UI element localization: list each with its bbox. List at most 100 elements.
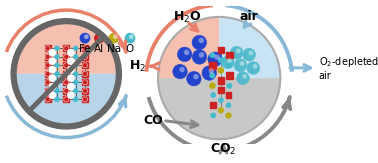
Wedge shape: [219, 17, 280, 78]
Circle shape: [73, 88, 78, 93]
Circle shape: [226, 103, 231, 108]
Circle shape: [211, 113, 216, 118]
Circle shape: [199, 52, 204, 58]
Circle shape: [46, 89, 49, 92]
Polygon shape: [45, 88, 51, 94]
Circle shape: [227, 63, 232, 68]
Circle shape: [82, 97, 87, 102]
Circle shape: [130, 35, 133, 38]
Circle shape: [68, 75, 74, 81]
Circle shape: [64, 54, 69, 59]
Circle shape: [82, 46, 87, 51]
Circle shape: [45, 46, 50, 51]
Circle shape: [46, 98, 49, 101]
Polygon shape: [82, 54, 88, 60]
Wedge shape: [158, 17, 219, 78]
Circle shape: [68, 92, 74, 98]
Polygon shape: [209, 62, 215, 69]
Circle shape: [65, 89, 68, 92]
Circle shape: [125, 33, 135, 43]
Circle shape: [49, 83, 56, 90]
Circle shape: [54, 54, 59, 59]
Circle shape: [68, 83, 74, 90]
Polygon shape: [82, 62, 88, 68]
Circle shape: [46, 81, 49, 84]
Circle shape: [247, 62, 260, 74]
Polygon shape: [63, 88, 69, 94]
Text: Fe: Fe: [79, 44, 91, 54]
Polygon shape: [45, 79, 51, 85]
Circle shape: [243, 48, 256, 61]
Polygon shape: [82, 79, 88, 85]
Text: H$_2$O: H$_2$O: [173, 10, 201, 25]
Circle shape: [64, 71, 69, 76]
Polygon shape: [210, 102, 216, 108]
Polygon shape: [45, 62, 51, 68]
Circle shape: [46, 55, 49, 58]
Text: O: O: [126, 44, 134, 54]
Circle shape: [73, 80, 78, 85]
Text: CO$_2$: CO$_2$: [210, 142, 237, 157]
Text: O$_2$-depleted
air: O$_2$-depleted air: [319, 55, 378, 81]
Circle shape: [54, 63, 59, 68]
Circle shape: [214, 54, 220, 60]
Circle shape: [45, 97, 50, 102]
Circle shape: [236, 48, 241, 53]
Text: CO: CO: [143, 114, 163, 127]
Circle shape: [49, 75, 56, 81]
Circle shape: [73, 97, 78, 102]
Circle shape: [84, 72, 87, 75]
Circle shape: [179, 67, 185, 72]
Wedge shape: [158, 78, 280, 139]
Circle shape: [54, 88, 59, 93]
Circle shape: [209, 83, 215, 89]
Circle shape: [253, 64, 257, 69]
Circle shape: [73, 71, 78, 76]
Circle shape: [237, 72, 249, 85]
Circle shape: [65, 81, 68, 84]
Circle shape: [187, 71, 201, 86]
Circle shape: [192, 50, 207, 64]
Polygon shape: [226, 72, 232, 79]
Circle shape: [82, 54, 87, 59]
Polygon shape: [218, 47, 224, 53]
Polygon shape: [45, 54, 51, 60]
Circle shape: [84, 55, 87, 58]
Polygon shape: [63, 96, 69, 102]
Circle shape: [45, 71, 50, 76]
Circle shape: [177, 47, 192, 62]
Circle shape: [109, 33, 119, 43]
Circle shape: [210, 52, 215, 58]
Wedge shape: [14, 74, 119, 126]
Circle shape: [82, 71, 87, 76]
Circle shape: [54, 80, 59, 85]
Circle shape: [84, 98, 87, 101]
Circle shape: [45, 63, 50, 68]
Circle shape: [64, 46, 69, 51]
Circle shape: [64, 89, 69, 93]
Circle shape: [73, 63, 78, 68]
Circle shape: [218, 67, 224, 73]
Polygon shape: [226, 52, 232, 58]
Circle shape: [84, 64, 87, 67]
Circle shape: [65, 47, 68, 50]
Circle shape: [84, 81, 87, 84]
Circle shape: [46, 64, 49, 67]
Circle shape: [64, 80, 69, 85]
Circle shape: [68, 49, 74, 56]
Circle shape: [227, 83, 232, 89]
Circle shape: [210, 73, 215, 78]
Circle shape: [85, 35, 88, 38]
Circle shape: [65, 98, 68, 101]
Circle shape: [49, 49, 56, 56]
Circle shape: [49, 58, 56, 64]
Circle shape: [226, 113, 231, 118]
Text: H$_2$: H$_2$: [129, 59, 146, 74]
Text: Na: Na: [107, 44, 121, 54]
Circle shape: [99, 35, 102, 38]
Circle shape: [234, 59, 247, 72]
Circle shape: [242, 74, 247, 79]
Text: Al: Al: [94, 44, 104, 54]
Circle shape: [184, 50, 189, 55]
Circle shape: [64, 63, 69, 68]
